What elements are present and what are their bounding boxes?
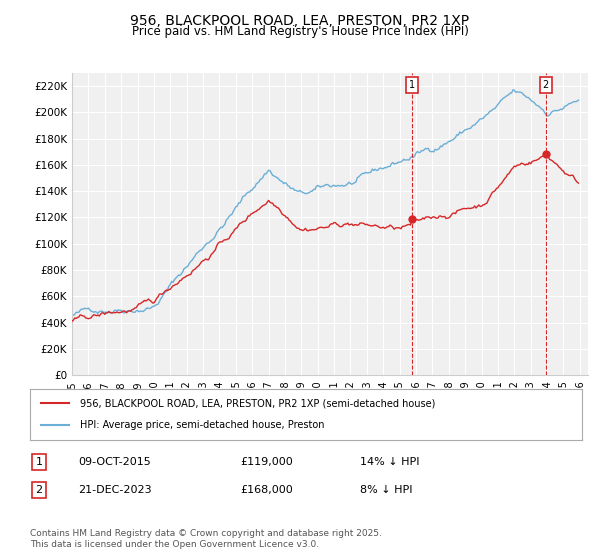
Text: 21-DEC-2023: 21-DEC-2023 xyxy=(78,485,152,495)
Text: HPI: Average price, semi-detached house, Preston: HPI: Average price, semi-detached house,… xyxy=(80,421,324,431)
Text: 956, BLACKPOOL ROAD, LEA, PRESTON, PR2 1XP (semi-detached house): 956, BLACKPOOL ROAD, LEA, PRESTON, PR2 1… xyxy=(80,398,435,408)
Text: 956, BLACKPOOL ROAD, LEA, PRESTON, PR2 1XP: 956, BLACKPOOL ROAD, LEA, PRESTON, PR2 1… xyxy=(130,14,470,28)
Text: Contains HM Land Registry data © Crown copyright and database right 2025.
This d: Contains HM Land Registry data © Crown c… xyxy=(30,529,382,549)
Text: 2: 2 xyxy=(542,80,549,90)
Text: 14% ↓ HPI: 14% ↓ HPI xyxy=(360,457,419,467)
Text: 1: 1 xyxy=(409,80,415,90)
Text: 1: 1 xyxy=(35,457,43,467)
Text: £168,000: £168,000 xyxy=(240,485,293,495)
Text: £119,000: £119,000 xyxy=(240,457,293,467)
Text: 8% ↓ HPI: 8% ↓ HPI xyxy=(360,485,413,495)
Text: 2: 2 xyxy=(35,485,43,495)
Text: 09-OCT-2015: 09-OCT-2015 xyxy=(78,457,151,467)
Text: Price paid vs. HM Land Registry's House Price Index (HPI): Price paid vs. HM Land Registry's House … xyxy=(131,25,469,38)
